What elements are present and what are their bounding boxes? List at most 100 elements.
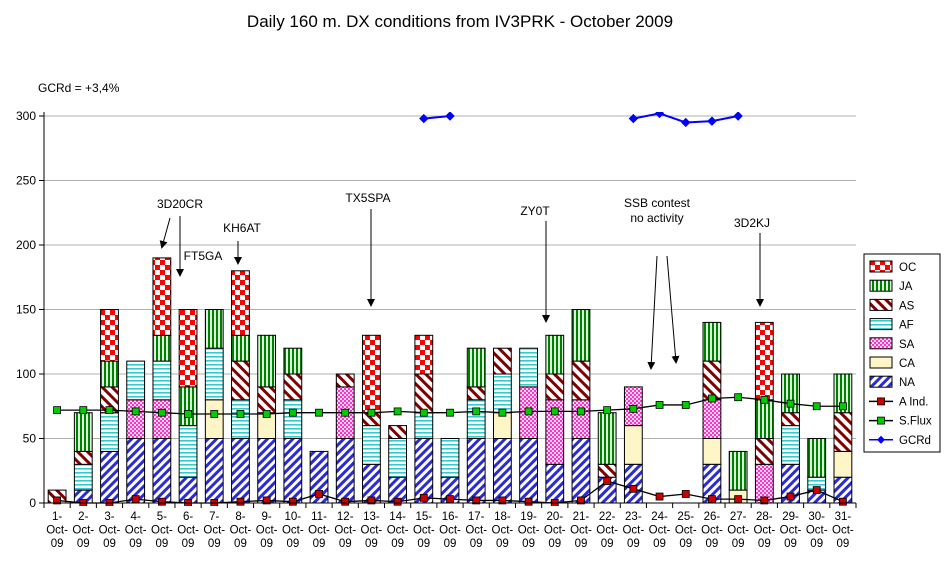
- marker-sflux: [236, 410, 245, 418]
- x-tick-label-line: 09: [129, 538, 142, 550]
- x-tick-label-line: 12-: [337, 511, 354, 523]
- annotation-label: 3D20CR: [157, 197, 203, 211]
- marker-gcrd: [628, 113, 639, 124]
- x-tick-label-line: 13-: [363, 511, 380, 523]
- legend: OC JA AS AF SA CA NA A Ind. S.Flux GCRd: [863, 253, 941, 453]
- bar-segment-sa: [571, 399, 591, 439]
- y-tick-label: 300: [16, 109, 36, 123]
- x-tick-label-line: 09: [548, 538, 561, 550]
- annotation-label: SSB contest no activity: [624, 196, 691, 225]
- x-tick-label-line: Oct-: [649, 525, 671, 537]
- x-tick-label-line: 09: [365, 538, 378, 550]
- marker-aind: [812, 486, 821, 495]
- marker-sflux: [708, 394, 716, 403]
- legend-label: AS: [899, 300, 915, 312]
- bar-segment-na: [492, 438, 512, 504]
- bar-stacks: [47, 257, 853, 504]
- marker-aind: [629, 484, 638, 493]
- x-tick-label-line: Oct-: [492, 525, 514, 537]
- bar-segment-ja: [178, 386, 198, 427]
- bar-segment-ca: [204, 399, 224, 439]
- x-tick-label: 21- Oct-09: [570, 511, 592, 550]
- x-tick-label-line: 09: [837, 538, 850, 550]
- marker-sflux: [472, 407, 481, 416]
- marker-aind: [472, 496, 481, 505]
- bar-segment-af: [231, 399, 250, 439]
- bar-segment-as: [597, 463, 617, 478]
- bar-segment-as: [781, 412, 800, 427]
- x-tick-label-line: Oct-: [806, 525, 828, 537]
- x-tick-label-line: 09: [182, 538, 195, 550]
- x-tick-label-line: 20-: [546, 511, 563, 523]
- bar-segment-na: [623, 463, 643, 504]
- marker-gcrd: [654, 112, 665, 119]
- marker-aind: [367, 496, 376, 505]
- marker-aind: [236, 497, 245, 506]
- marker-sflux: [315, 408, 323, 417]
- x-tick-label-line: 09: [234, 538, 247, 550]
- marker-aind: [131, 495, 140, 504]
- marker-aind: [446, 495, 454, 504]
- legend-swatch-marker: [877, 435, 885, 444]
- annotation-label: KH6AT: [223, 221, 261, 235]
- x-tick-label-line: 11-: [311, 511, 327, 523]
- marker-sflux: [550, 407, 559, 416]
- marker-aind: [419, 493, 428, 502]
- x-tick-label-line: 21-: [573, 511, 590, 523]
- bar-segment-as: [466, 386, 486, 401]
- x-tick-label: 12- Oct-09: [334, 511, 356, 550]
- x-tick-label: 30- Oct-09: [806, 511, 828, 550]
- marker-sflux: [498, 408, 507, 417]
- marker-aind: [681, 490, 690, 498]
- annotation-arrow: [647, 255, 658, 370]
- x-tick-label-line: 09: [444, 538, 457, 550]
- x-tick-label-line: Oct-: [544, 525, 566, 537]
- y-tick-label: 250: [16, 174, 36, 188]
- bar-segment-as: [257, 386, 277, 414]
- legend-swatch-af: [869, 318, 893, 331]
- annotation-label: TX5SPA: [345, 191, 390, 205]
- bar-segment-af: [283, 399, 303, 439]
- bar-segment-as: [545, 373, 565, 401]
- marker-sflux: [839, 402, 847, 411]
- bar-segment-ja: [466, 347, 486, 388]
- x-tick-label: 9- Oct-09: [256, 511, 278, 550]
- x-tick-label: 13- Oct-09: [361, 511, 383, 550]
- bar-segment-af: [100, 412, 119, 452]
- bar-segment-af: [362, 425, 381, 465]
- bar-segment-na: [545, 463, 565, 504]
- marker-aind: [53, 496, 61, 505]
- bar-segment-na: [466, 438, 486, 504]
- x-tick-label-line: Oct-: [177, 525, 199, 537]
- bar-segment-oc: [178, 309, 198, 388]
- x-tick-label-line: 09: [679, 538, 692, 550]
- x-tick-label-line: 09: [732, 538, 745, 550]
- marker-sflux: [157, 408, 166, 417]
- bar-segment-ja: [702, 321, 722, 362]
- x-tick-label-line: Oct-: [334, 525, 356, 537]
- bar-segment-as: [754, 438, 774, 465]
- legend-swatch-ca: [869, 356, 893, 369]
- legend-swatch-ja: [869, 279, 893, 292]
- x-tick-label-line: 25-: [677, 511, 694, 523]
- bar-segment-ca: [833, 450, 853, 478]
- bar-segment-as: [414, 373, 434, 414]
- y-tick-label: 0: [29, 496, 36, 510]
- x-tick-label-line: 24-: [651, 511, 668, 523]
- x-tick-label-line: 09: [155, 538, 168, 550]
- bar-segment-ja: [231, 334, 250, 362]
- x-tick-label: 11- Oct-09: [308, 511, 330, 550]
- marker-aind: [708, 495, 716, 504]
- marker-sflux: [734, 393, 743, 402]
- x-tick-label-line: Oct-: [46, 525, 68, 537]
- marker-sflux: [812, 402, 821, 411]
- bar-segment-as: [231, 360, 250, 401]
- bar-segment-ja: [807, 438, 827, 478]
- bar-segment-oc: [100, 309, 119, 362]
- bar-segment-oc: [152, 257, 172, 336]
- bar-segment-ca: [702, 438, 722, 465]
- marker-aind: [157, 497, 166, 506]
- marker-sflux: [79, 406, 88, 415]
- x-tick-label: 4- Oct-09: [125, 511, 147, 550]
- bar-segment-af: [126, 360, 146, 401]
